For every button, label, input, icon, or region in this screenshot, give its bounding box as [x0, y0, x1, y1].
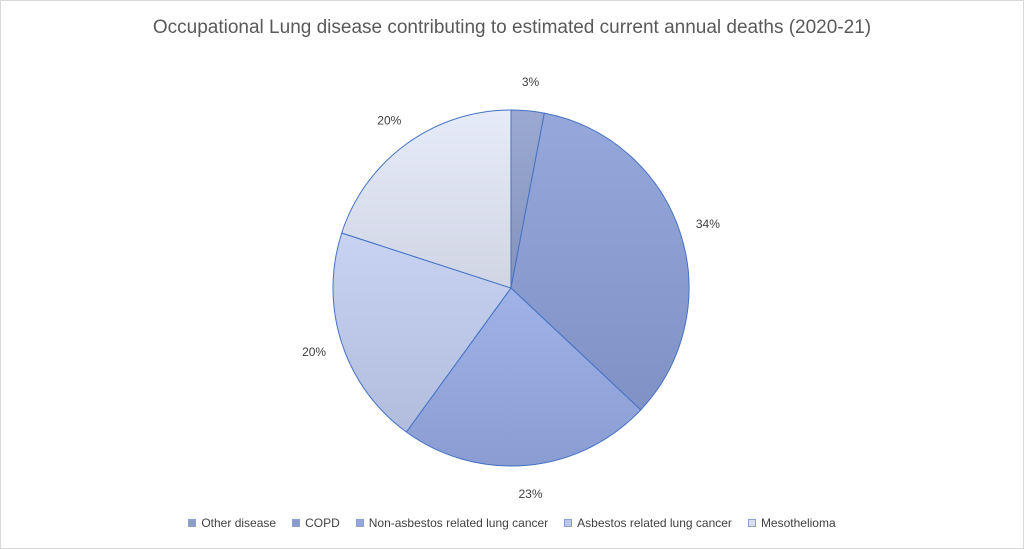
slice-labels: 3% 34% 23% 20% 20%: [302, 75, 720, 501]
data-label-asbestos-related-lung-cancer: 20%: [302, 345, 326, 359]
legend-label: Asbestos related lung cancer: [577, 516, 732, 530]
legend-label: Mesothelioma: [760, 516, 836, 530]
pie-slices: [332, 109, 690, 467]
chart-legend: Other disease COPD Non-asbestos related lu…: [0, 516, 1024, 530]
legend-label: COPD: [305, 516, 340, 530]
chart-title: Occupational Lung disease contributing t…: [152, 17, 872, 38]
legend-item-mesothelioma: Mesothelioma: [747, 516, 836, 530]
legend-label: Non-asbestos related lung cancer: [368, 516, 549, 530]
pie-slice-asbestos-related-lung-cancer: [332, 232, 512, 433]
legend-swatch: [188, 519, 197, 527]
legend-item-other-disease: Other disease: [188, 516, 276, 530]
legend-swatch: [564, 519, 573, 527]
legend-swatch: [747, 519, 756, 527]
legend-swatch: [292, 519, 301, 527]
data-label-other-disease: 3%: [522, 75, 540, 89]
pie-slice-copd: [510, 112, 690, 411]
data-label-non-asbestos-related-lung-cancer: 23%: [518, 487, 542, 501]
pie-slice-non-asbestos-related-lung-cancer: [405, 287, 642, 467]
legend-item-copd: COPD: [292, 516, 340, 530]
legend-item-asbestos-related-lung-cancer: Asbestos related lung cancer: [564, 516, 732, 530]
data-label-copd: 34%: [696, 217, 720, 231]
data-label-mesothelioma: 20%: [377, 114, 401, 128]
legend-label: Other disease: [201, 516, 277, 530]
legend-swatch: [355, 519, 364, 527]
pie-slice-mesothelioma: [341, 109, 512, 289]
legend-item-non-asbestos-related-lung-cancer: Non-asbestos related lung cancer: [355, 516, 549, 530]
